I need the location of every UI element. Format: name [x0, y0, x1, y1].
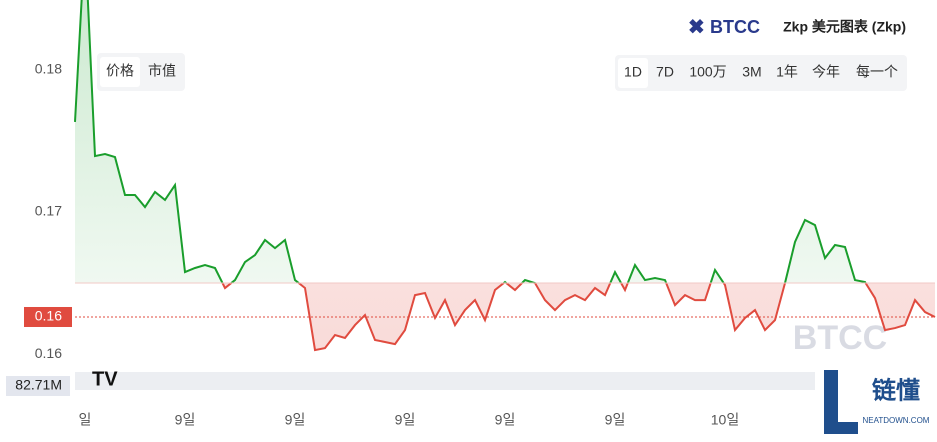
volume-box [6, 376, 70, 396]
y-tick-label: 0.18 [35, 61, 62, 77]
price-label: 0.16 [35, 308, 62, 324]
line-down [221, 283, 936, 352]
y-tick-label: 0.16 [35, 345, 62, 361]
x-tick-label: 9일 [395, 412, 416, 428]
x-tick-label: 9일 [605, 412, 626, 428]
range-active [618, 58, 648, 88]
toggle-active [100, 57, 140, 87]
area-down [75, 283, 935, 351]
logo-name: 链懂 [872, 376, 920, 404]
range-button[interactable]: 每一个 [856, 64, 898, 80]
range-group [615, 55, 907, 91]
range-button[interactable]: 100万 [689, 64, 726, 80]
range-button[interactable]: 7D [656, 64, 674, 80]
range-button[interactable]: 3M [742, 64, 761, 80]
volume-label: 82.71M [15, 377, 62, 393]
toggle-mcap[interactable]: 市值 [148, 63, 176, 79]
x-tick-label: 9일 [285, 412, 306, 428]
brand-icon: ✖ [688, 16, 705, 38]
logo-mark [824, 370, 858, 434]
toggle-price[interactable]: 价格 [106, 63, 134, 79]
x-tick-label: 9일 [175, 412, 196, 428]
y-tick-label: 0.17 [35, 203, 62, 219]
title: Zkp 美元图表 (Zkp) [783, 19, 906, 35]
x-tick-label: 9일 [495, 412, 516, 428]
x-tick-label: 10일 [711, 412, 739, 428]
tv-logo: TV [92, 368, 118, 390]
watermark: BTCC [793, 319, 887, 357]
range-button[interactable]: 1D [624, 64, 642, 80]
brand: BTCC [710, 17, 760, 37]
price-box [24, 306, 72, 327]
x-tick-label: 일 [79, 412, 92, 428]
logo-site: NEATDOWN.COM [863, 416, 930, 425]
line-up [74, 0, 867, 284]
volume-strip [75, 372, 815, 390]
area-up [75, 0, 866, 284]
range-button[interactable]: 1年 [776, 64, 798, 80]
header: ✖ BTCC Zkp 美元图表 (Zkp) [688, 16, 906, 38]
range-button[interactable]: 今年 [812, 64, 840, 80]
